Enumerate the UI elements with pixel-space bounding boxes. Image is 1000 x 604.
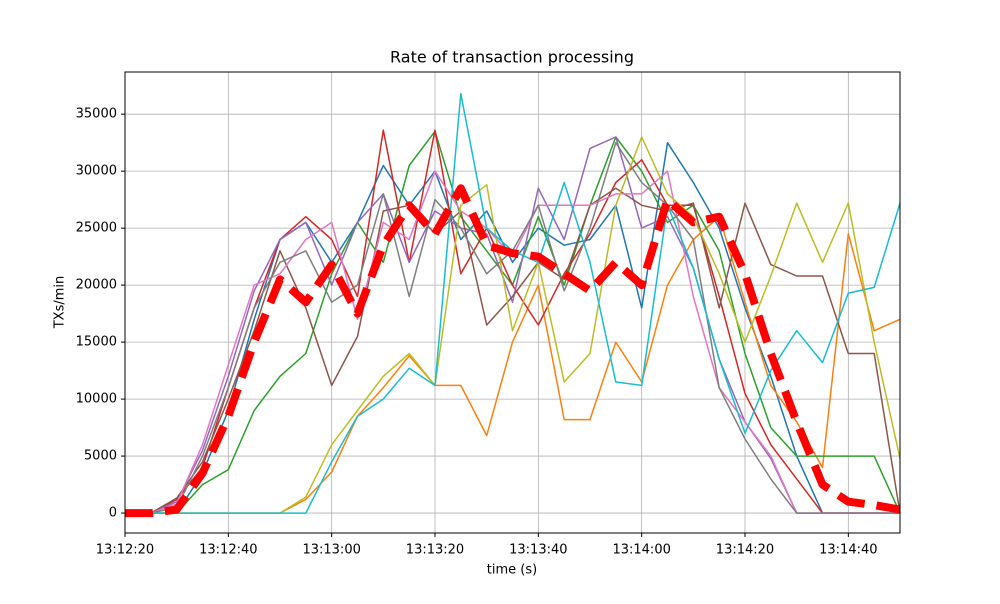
series-line [125, 187, 901, 514]
y-tick-label: 15000 [76, 335, 117, 350]
mean-line [125, 184, 901, 518]
y-tick-label: 35000 [76, 107, 117, 122]
x-tick-label: 13:14:20 [716, 543, 774, 558]
x-tick-label: 13:13:00 [302, 543, 360, 558]
y-tick-label: 0 [109, 506, 117, 521]
chart-title: Rate of transaction processing [390, 48, 634, 67]
x-tick-label: 13:12:20 [96, 543, 154, 558]
y-axis-label: TXs/min [53, 276, 68, 330]
axes-frame [124, 71, 901, 534]
x-tick-label: 13:13:20 [406, 543, 464, 558]
series-line [125, 141, 900, 514]
y-tick-label: 25000 [76, 221, 117, 236]
series-line [125, 136, 900, 514]
y-tick-label: 30000 [76, 164, 117, 179]
y-tick-label: 20000 [76, 278, 117, 293]
y-tick-label: 10000 [76, 392, 117, 407]
x-tick-label: 13:13:40 [509, 543, 567, 558]
x-tick-label: 13:14:00 [612, 543, 670, 558]
x-tick-label: 13:12:40 [199, 543, 257, 558]
x-tick-label: 13:14:40 [819, 543, 877, 558]
y-tick-label: 5000 [84, 449, 117, 464]
x-axis-label: time (s) [487, 563, 537, 578]
